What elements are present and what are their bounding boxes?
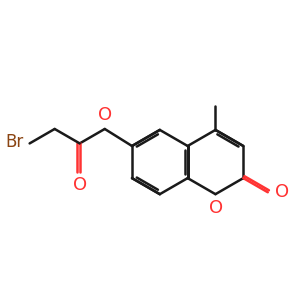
Text: O: O xyxy=(73,176,87,194)
Text: Br: Br xyxy=(6,133,24,151)
Text: O: O xyxy=(275,183,289,201)
Text: O: O xyxy=(98,106,112,124)
Text: O: O xyxy=(209,199,224,217)
